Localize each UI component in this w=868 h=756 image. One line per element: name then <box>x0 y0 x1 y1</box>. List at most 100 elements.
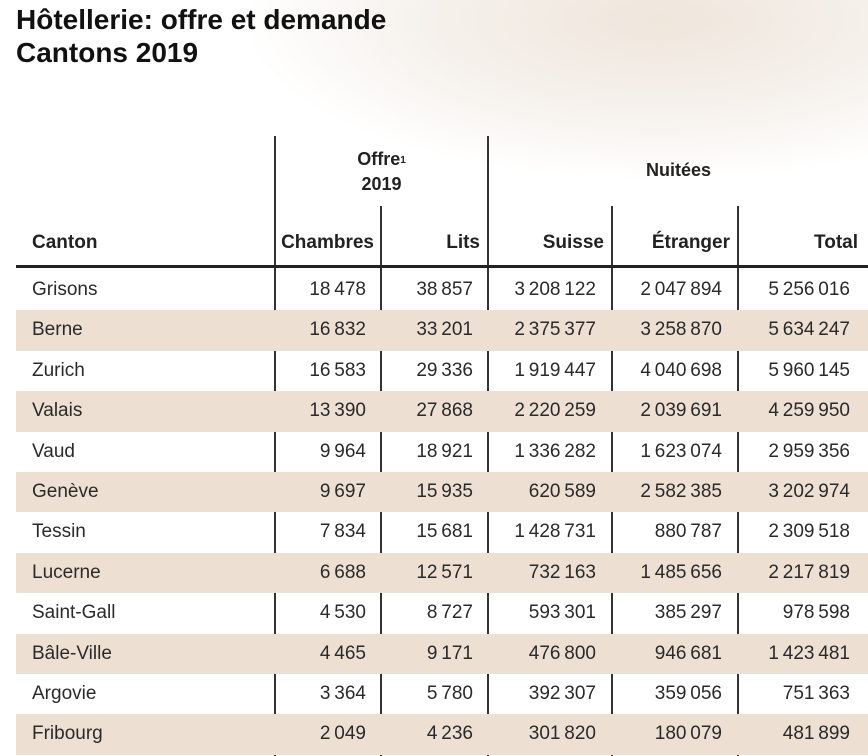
page-title: Hôtellerie: offre et demande Cantons 201… <box>16 3 386 69</box>
cell-suisse: 593 301 <box>528 602 596 624</box>
group-offre-year: 2019 <box>361 174 402 194</box>
cell-chambres: 16 583 <box>309 359 366 381</box>
cell-etranger: 946 681 <box>654 642 722 664</box>
cell-canton: Fribourg <box>32 723 103 745</box>
cell-chambres: 2 049 <box>319 723 366 745</box>
table-row: Zurich 16 583 29 336 1 919 447 4 040 698 5 96… <box>16 351 868 391</box>
cell-suisse: 1 428 731 <box>514 521 596 543</box>
group-nuitees-label: Nuitées <box>645 160 712 180</box>
rule-after-canton <box>274 136 276 756</box>
cell-etranger: 180 079 <box>654 723 722 745</box>
cell-suisse: 3 208 122 <box>514 279 596 300</box>
cell-canton: Genève <box>32 480 99 502</box>
header-rule <box>16 265 868 268</box>
cell-canton: Saint-Gall <box>32 602 116 624</box>
cell-suisse: 732 163 <box>528 561 596 583</box>
cell-canton: Lucerne <box>32 561 101 583</box>
column-header-total: Total <box>814 232 858 253</box>
table-row: Saint-Gall 4 530 8 727 593 301 385 297 978 59… <box>16 593 868 633</box>
cell-lits: 27 868 <box>416 400 473 422</box>
column-header-chambres: Chambres <box>281 232 374 253</box>
column-header-suisse: Suisse <box>542 232 604 253</box>
cell-chambres: 18 478 <box>309 279 366 300</box>
cell-etranger: 1 623 074 <box>640 440 722 462</box>
group-offre-label: Offre <box>357 149 401 169</box>
cell-lits: 18 921 <box>416 440 473 462</box>
cell-chambres: 9 697 <box>319 480 366 502</box>
cell-etranger: 4 040 698 <box>640 359 722 381</box>
cell-etranger: 1 485 656 <box>640 561 722 583</box>
cell-lits: 38 857 <box>416 279 473 300</box>
cell-canton: Zurich <box>32 359 85 381</box>
table-row: Grisons 18 478 38 857 3 208 122 2 047 894 5 2… <box>16 270 868 310</box>
table-row: Bâle-Ville 4 465 9 171 476 800 946 681 1 423 … <box>16 633 868 674</box>
cell-lits: 4 236 <box>426 723 473 745</box>
cell-chambres: 16 832 <box>309 319 366 341</box>
cell-etranger: 2 582 385 <box>640 480 722 502</box>
cell-total: 5 256 016 <box>768 279 850 300</box>
table-row: Argovie 3 364 5 780 392 307 359 056 751 363 <box>16 674 868 714</box>
cell-canton: Berne <box>32 319 83 341</box>
cell-chambres: 6 688 <box>319 561 366 583</box>
cell-suisse: 1 336 282 <box>514 440 596 462</box>
group-header-nuitees: Nuitées <box>489 158 868 182</box>
table-row: Tessin 7 834 15 681 1 428 731 880 787 2 309 5… <box>16 512 868 552</box>
cell-lits: 8 727 <box>426 602 473 624</box>
cell-total: 4 259 950 <box>768 400 850 422</box>
data-table: Grisons 18 478 38 857 3 208 122 2 047 894 5 2… <box>16 270 868 755</box>
cell-suisse: 2 220 259 <box>514 400 596 422</box>
cell-chambres: 13 390 <box>309 400 366 422</box>
cell-canton: Bâle-Ville <box>32 642 112 664</box>
cell-etranger: 385 297 <box>654 602 722 624</box>
table-row: Vaud 9 964 18 921 1 336 282 1 623 074 2 959 3… <box>16 432 868 472</box>
title-line-1: Hôtellerie: offre et demande <box>16 4 387 35</box>
group-header-offre: Offre1 2019 <box>276 147 487 197</box>
cell-etranger: 880 787 <box>654 521 722 543</box>
cell-chambres: 9 964 <box>319 440 366 462</box>
table-row: Berne 16 832 33 201 2 375 377 3 258 870 5 634… <box>16 310 868 351</box>
cell-etranger: 359 056 <box>654 682 722 704</box>
cell-suisse: 2 375 377 <box>514 319 596 341</box>
cell-lits: 15 681 <box>416 521 473 543</box>
cell-canton: Vaud <box>32 440 75 462</box>
rule-after-lits <box>487 136 489 756</box>
column-header-canton: Canton <box>32 232 98 253</box>
cell-total: 5 960 145 <box>768 359 850 381</box>
cell-etranger: 3 258 870 <box>640 319 722 341</box>
title-line-2: Cantons 2019 <box>16 37 199 68</box>
cell-suisse: 1 919 447 <box>514 359 596 381</box>
cell-canton: Valais <box>32 400 83 422</box>
cell-etranger: 2 047 894 <box>640 279 722 300</box>
cell-total: 481 899 <box>782 723 850 745</box>
cell-suisse: 620 589 <box>528 480 596 502</box>
cell-total: 2 309 518 <box>768 521 850 543</box>
cell-total: 2 217 819 <box>768 561 850 583</box>
cell-total: 978 598 <box>782 602 850 624</box>
cell-lits: 15 935 <box>416 480 473 502</box>
footnote-marker: 1 <box>400 155 406 166</box>
column-header-etranger: Étranger <box>651 232 730 253</box>
cell-etranger: 2 039 691 <box>640 400 722 422</box>
table-row: Lucerne 6 688 12 571 732 163 1 485 656 2 217 … <box>16 552 868 594</box>
cell-chambres: 7 834 <box>319 521 366 543</box>
cell-canton: Tessin <box>32 521 86 543</box>
table-row: Genève 9 697 15 935 620 589 2 582 385 3 202 9… <box>16 471 868 513</box>
cell-canton: Argovie <box>32 682 97 704</box>
cell-chambres: 4 465 <box>319 642 366 664</box>
cell-total: 1 423 481 <box>768 642 850 664</box>
cell-chambres: 3 364 <box>319 682 366 704</box>
cell-lits: 5 780 <box>426 682 473 704</box>
column-header-lits: Lits <box>446 232 480 253</box>
cell-total: 5 634 247 <box>768 319 850 341</box>
cell-suisse: 476 800 <box>528 642 596 664</box>
cell-total: 3 202 974 <box>768 480 850 502</box>
cell-suisse: 301 820 <box>528 723 596 745</box>
cell-chambres: 4 530 <box>319 602 366 624</box>
cell-lits: 29 336 <box>416 359 473 381</box>
cell-lits: 9 171 <box>426 642 473 664</box>
table-row: Valais 13 390 27 868 2 220 259 2 039 691 4 25… <box>16 391 868 432</box>
cell-total: 751 363 <box>782 682 850 704</box>
cell-suisse: 392 307 <box>528 682 596 704</box>
cell-canton: Grisons <box>32 279 98 300</box>
cell-total: 2 959 356 <box>768 440 850 462</box>
